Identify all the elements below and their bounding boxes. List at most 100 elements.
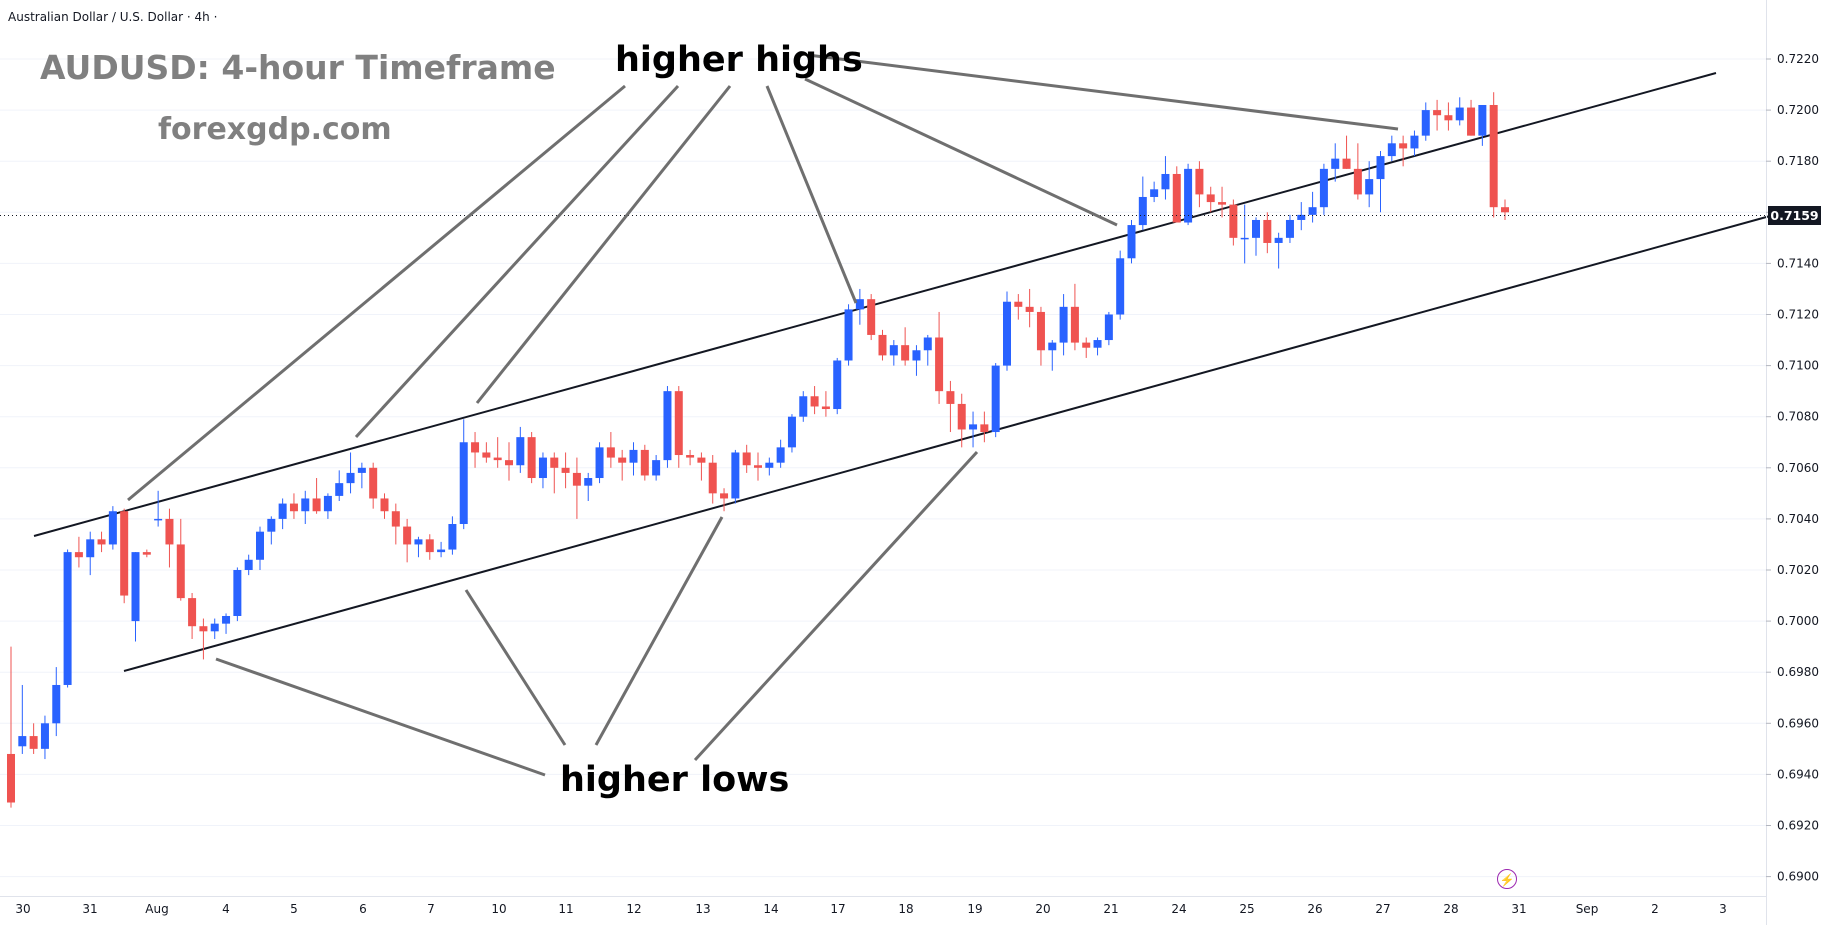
candle [889,340,898,366]
candle-body [256,531,264,560]
candle [833,357,842,415]
candle [448,516,457,555]
candle-body [844,309,853,361]
candle [1014,294,1023,320]
time-tick-label: 2 [1651,902,1659,916]
candle-body [538,457,547,479]
candle-body [369,467,378,499]
candle [256,526,264,570]
candle-body [278,503,287,519]
candle-body [1150,189,1159,197]
candle [1387,135,1396,162]
time-tick-label: 7 [427,902,435,916]
trend-channel-lines [33,72,1771,672]
candle-body [1331,158,1340,169]
candle-body [923,337,932,351]
candle [855,288,864,325]
candle [923,334,932,366]
candle [210,618,219,639]
candle [1048,340,1057,371]
candle-body [1014,301,1023,307]
candle [1093,337,1102,356]
candle [437,541,446,558]
candle-body [52,684,61,724]
candle [980,411,989,443]
candle [799,391,808,422]
candle-body [1399,143,1408,149]
candle [844,304,853,366]
candle [482,442,491,463]
candle [1127,219,1136,264]
candle-body [1104,314,1113,341]
candle [29,723,38,754]
lightning-icon[interactable]: ⚡ [1497,869,1517,889]
candle-body [97,539,106,545]
candle-body [618,457,627,463]
candle [776,439,785,468]
candle-body [425,539,434,553]
candle-body [1297,214,1306,220]
candle-body [742,452,751,466]
candle [1297,202,1306,231]
candle-body [7,753,15,803]
candle-body [86,539,95,558]
time-tick-label: Aug [145,902,168,916]
candle-body [889,345,898,356]
candle [1331,143,1340,182]
price-tick-label: 0.7020 [1777,563,1819,577]
symbol-header[interactable]: Australian Dollar / U.S. Dollar · 4h · [8,10,218,24]
time-axis-labels: 30 31 Aug 4 5 6 7 10 11 12 13 14 17 18 19 20 21 24 25 26 27 2… [15,902,1726,916]
time-tick-label: 27 [1375,902,1390,916]
candle-body [493,457,502,461]
candle-body [1138,196,1147,226]
candle-body [471,442,480,453]
candle-body [29,736,38,749]
candle-body [674,391,683,456]
candle [380,493,389,519]
candle [369,462,378,509]
candle [606,432,615,468]
candle-body [1116,258,1125,315]
candle [1025,288,1034,328]
time-tick-label: 6 [359,902,367,916]
candle [1410,130,1419,157]
candle-body [40,723,49,749]
candle-body [188,598,197,627]
candle [527,432,536,484]
candle-body [448,524,457,550]
candle-body [1093,340,1102,348]
time-tick-label: 19 [967,902,982,916]
price-axis-labels: 0.72200.72000.71800.71600.71400.71200.71… [1766,52,1819,884]
candle-body [957,403,966,430]
candle-body [18,736,27,747]
candle-body [459,442,468,525]
candle [7,646,15,808]
candle-body [912,350,921,361]
candle-body [1455,107,1464,121]
candle [901,327,910,366]
candle-body [1467,107,1476,136]
candle-body [1365,179,1374,195]
candle [629,442,638,476]
price-tick-label: 0.6900 [1777,870,1819,884]
candle [222,613,231,634]
candle-body [686,455,695,458]
candle [493,437,502,468]
candle-body [946,391,955,404]
candle [1478,104,1487,146]
current-price-tag: 0.7159 [1768,206,1821,225]
candle [1399,135,1408,167]
candle [278,498,287,530]
candle [708,455,717,504]
candle [1285,214,1294,243]
candle [131,552,140,642]
candle-body [991,365,1000,433]
candle [391,503,400,545]
candle-body [1410,135,1419,149]
candle-body [1319,168,1328,208]
candle [176,518,185,601]
price-tick-label: 0.6920 [1777,819,1819,833]
time-tick-label: 10 [491,902,506,916]
candle-body [663,391,672,461]
